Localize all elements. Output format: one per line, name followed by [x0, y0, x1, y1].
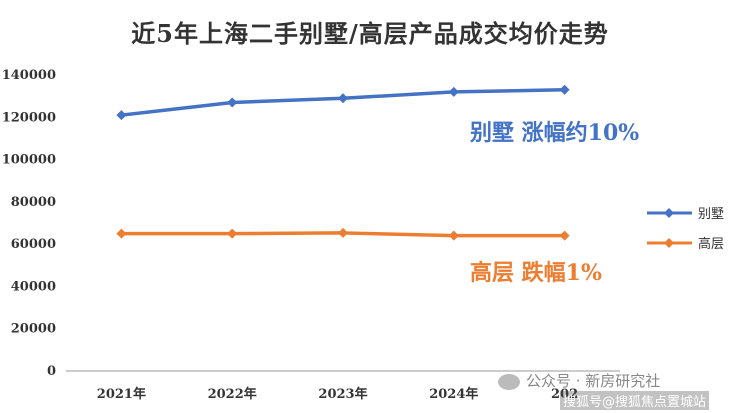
wechat-icon [498, 373, 520, 390]
y-tick-label: 100000 [2, 153, 56, 168]
annotation-label: 高层 跌幅1% [470, 260, 602, 286]
watermark-text: 公众号 · 新房研究社 [498, 370, 660, 391]
watermark-line2: 搜狐号@搜狐焦点置城站 [560, 391, 710, 410]
x-tick-label: 2022年 [208, 386, 257, 402]
data-point [448, 86, 459, 97]
y-tick-label: 80000 [11, 195, 56, 210]
data-point [227, 97, 238, 108]
y-tick-label: 120000 [2, 110, 56, 125]
data-point [338, 227, 348, 238]
legend-marker [664, 238, 674, 248]
x-tick-label: 2023年 [318, 386, 367, 402]
y-tick-label: 140000 [2, 68, 56, 83]
data-point [338, 93, 348, 104]
data-point [227, 228, 238, 239]
y-tick-label: 20000 [11, 322, 56, 337]
legend-label: 别墅 [698, 207, 724, 222]
data-point [448, 230, 459, 241]
data-point [116, 228, 127, 239]
data-point [559, 230, 570, 241]
x-tick-label: 2021年 [97, 386, 146, 402]
y-tick-label: 60000 [11, 237, 56, 252]
x-tick-label: 202 [551, 387, 578, 402]
y-tick-label: 0 [47, 364, 56, 379]
x-tick-label: 2024年 [429, 386, 478, 402]
watermark-line1: 公众号 · 新房研究社 [526, 372, 661, 390]
legend-label: 高层 [698, 236, 724, 252]
y-tick-label: 40000 [11, 279, 56, 294]
chart-title: 近5年上海二手别墅/高层产品成交均价走势 [131, 19, 609, 48]
annotation-label: 别墅 涨幅约10% [469, 120, 639, 146]
data-point [559, 84, 570, 95]
legend-marker [664, 208, 674, 218]
data-point [116, 110, 127, 121]
